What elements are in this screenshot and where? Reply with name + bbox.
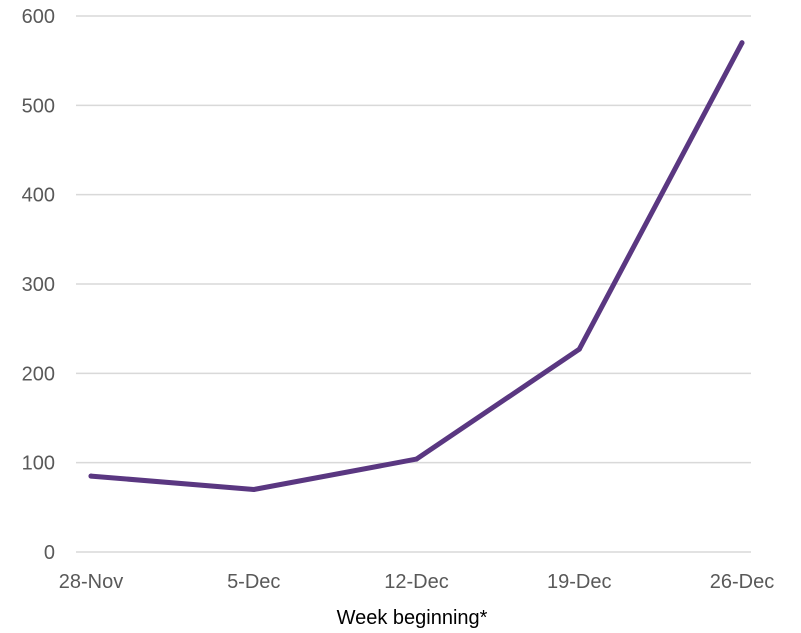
grid-lines [76, 15, 751, 553]
y-tick-label-200: 200 [22, 363, 55, 385]
data-point-5-Dec [251, 486, 257, 492]
data-point-28-Nov [88, 473, 94, 479]
y-tick-label-300: 300 [22, 274, 55, 296]
y-tick-label-600: 600 [22, 6, 55, 28]
data-point-26-Dec [739, 40, 745, 46]
y-axis-tick-labels: 0 100 200 300 400 500 600 [22, 6, 55, 564]
x-tick-label-19-Dec: 19-Dec [547, 571, 611, 593]
data-point-12-Dec [414, 456, 419, 462]
y-tick-label-0: 0 [44, 542, 55, 564]
data-point-19-Dec [576, 346, 582, 352]
x-axis-tick-labels: 28-Nov 5-Dec 12-Dec 19-Dec 26-Dec [59, 571, 774, 593]
series-group [88, 40, 745, 492]
x-tick-label-5-Dec: 5-Dec [227, 571, 280, 593]
x-tick-label-12-Dec: 12-Dec [384, 571, 448, 593]
y-tick-label-500: 500 [22, 95, 55, 117]
y-tick-label-100: 100 [22, 453, 55, 475]
series-line-0 [88, 40, 745, 492]
x-tick-label-26-Dec: 26-Dec [710, 571, 774, 593]
x-axis-title: Week beginning* [337, 607, 488, 629]
x-tick-label-28-Nov: 28-Nov [59, 571, 123, 593]
y-tick-label-400: 400 [22, 185, 55, 207]
